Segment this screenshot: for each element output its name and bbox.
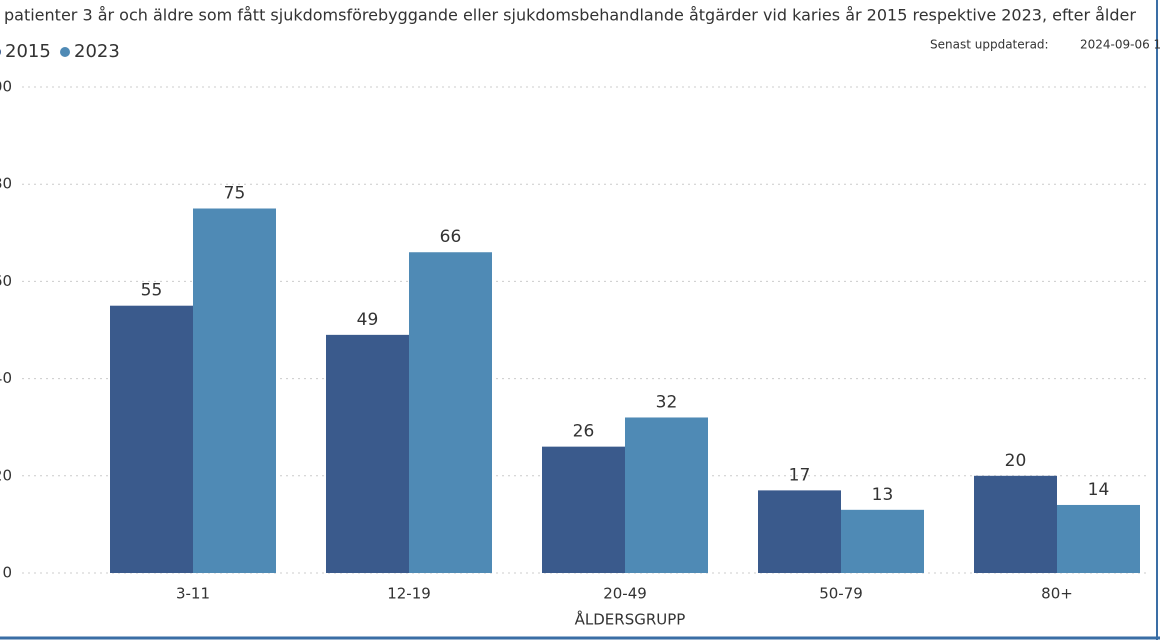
data-label: 14	[1088, 480, 1110, 500]
bar	[974, 475, 1057, 573]
data-label: 20	[1005, 451, 1027, 471]
bar	[409, 252, 492, 574]
updated-value: 2024-09-06 1	[1080, 38, 1160, 52]
x-tick-label: 50-79	[819, 585, 863, 603]
bar	[758, 490, 841, 573]
data-label: 32	[656, 392, 678, 412]
legend-label: 2015	[5, 41, 51, 62]
y-tick-label: 20	[0, 466, 12, 484]
x-axis-label: ÅLDERSGRUPP	[575, 610, 686, 629]
x-tick-label: 20-49	[603, 585, 647, 603]
y-tick-label: 0	[2, 564, 12, 582]
x-tick-label: 12-19	[387, 585, 431, 603]
data-label: 26	[573, 422, 595, 442]
data-label: 66	[440, 227, 462, 247]
x-tick-label: 3-11	[176, 585, 210, 603]
bar	[110, 305, 193, 573]
bar	[193, 208, 276, 573]
updated-label: Senast uppdaterad:	[930, 38, 1049, 52]
bar	[1057, 504, 1140, 573]
data-label: 55	[141, 281, 163, 301]
data-label: 49	[357, 310, 379, 330]
legend-marker	[0, 49, 1, 55]
data-label: 17	[789, 465, 811, 485]
bar	[326, 334, 409, 573]
y-tick-label: 60	[0, 272, 12, 290]
x-tick-label: 80+	[1041, 585, 1073, 603]
bar	[542, 446, 625, 573]
y-tick-label: 80	[0, 175, 12, 193]
bar	[625, 417, 708, 573]
y-tick-label: 100	[0, 78, 12, 96]
chart-title: patienter 3 år och äldre som fått sjukdo…	[4, 6, 1136, 25]
data-label: 75	[224, 184, 246, 204]
y-tick-label: 40	[0, 369, 12, 387]
bar	[841, 509, 924, 573]
data-label: 13	[872, 485, 894, 505]
legend-marker	[60, 47, 70, 57]
legend-label: 2023	[74, 41, 120, 62]
